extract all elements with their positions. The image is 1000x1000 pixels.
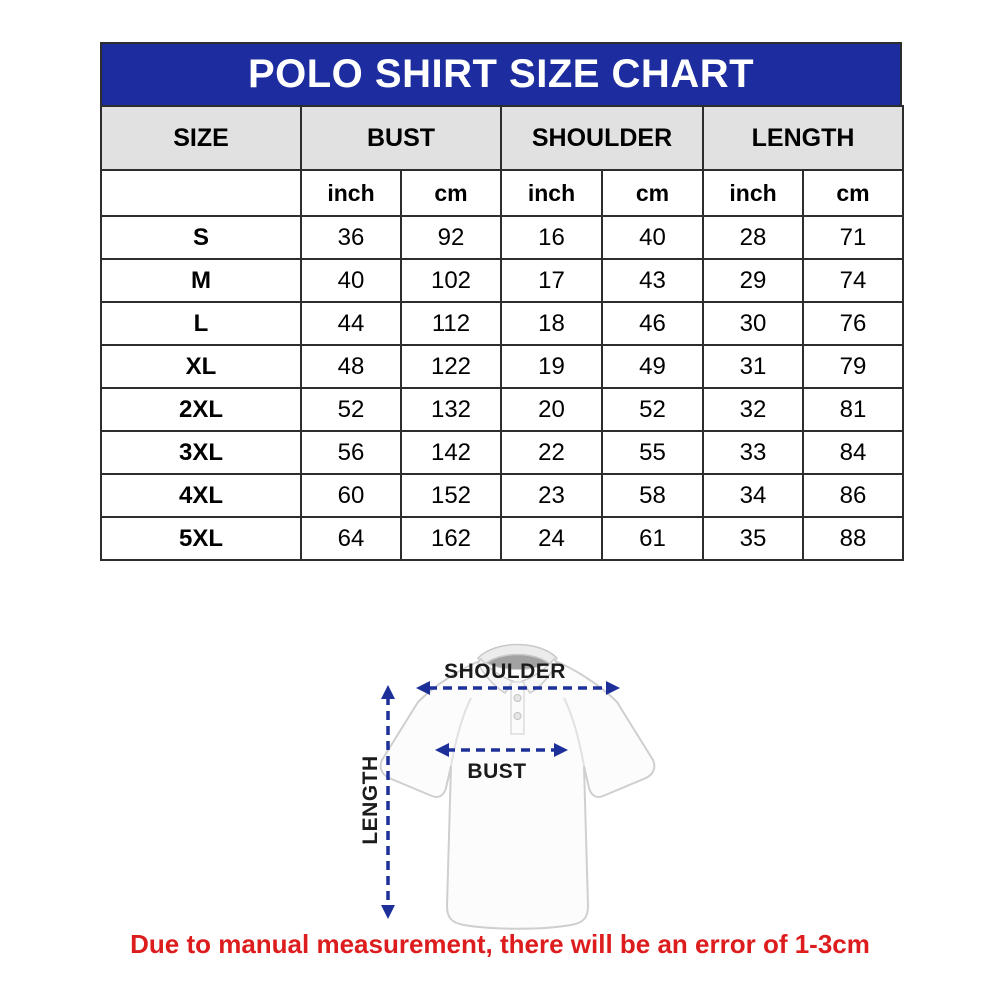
measurement-value-cell: 58	[600, 473, 705, 518]
table-row: 5XL 64 162 24 61 35 88	[100, 516, 905, 561]
measurement-value-cell: 81	[802, 387, 905, 432]
table-row: 3XL 56 142 22 55 33 84	[100, 430, 905, 475]
measurement-value-cell: 19	[500, 344, 603, 389]
measurement-value-cell: 40	[600, 215, 705, 260]
measurement-value-cell: 31	[702, 344, 805, 389]
button-bottom	[513, 712, 522, 720]
measurement-value-cell: 28	[702, 215, 805, 260]
size-label-cell: S	[100, 215, 302, 260]
placket	[510, 681, 525, 735]
table-row: 4XL 60 152 23 58 34 86	[100, 473, 905, 518]
table-row: M 40 102 17 43 29 74	[100, 258, 905, 303]
unit-length-cm: cm	[802, 169, 905, 217]
measurement-value-cell: 79	[802, 344, 905, 389]
measurement-value-cell: 44	[300, 301, 402, 346]
unit-header-row: inch cm inch cm inch cm	[100, 169, 905, 217]
unit-bust-cm: cm	[400, 169, 502, 217]
measurement-value-cell: 29	[702, 258, 805, 303]
column-header-size: SIZE	[100, 105, 302, 171]
unit-spacer-cell	[100, 169, 302, 217]
unit-length-inch: inch	[702, 169, 805, 217]
measurement-note: Due to manual measurement, there will be…	[130, 929, 870, 959]
measurement-value-cell: 17	[500, 258, 603, 303]
collar-right-flap	[520, 657, 558, 695]
unit-bust-inch: inch	[300, 169, 402, 217]
measurement-value-cell: 112	[400, 301, 502, 346]
measurement-value-cell: 122	[400, 344, 502, 389]
size-label-cell: M	[100, 258, 302, 303]
collar-left-flap	[477, 657, 515, 695]
bust-arrow	[435, 743, 568, 757]
table-row: L 44 112 18 46 30 76	[100, 301, 905, 346]
measurement-value-cell: 52	[300, 387, 402, 432]
size-table-body: S 36 92 16 40 28 71 M 40 102 17 43 29 74 L 44 112 18 46 30 7…	[100, 215, 905, 561]
measurement-value-cell: 76	[802, 301, 905, 346]
chart-title: POLO SHIRT SIZE CHART	[247, 52, 755, 96]
size-label-cell: 2XL	[100, 387, 302, 432]
size-label-cell: 5XL	[100, 516, 302, 561]
size-label-cell: 3XL	[100, 430, 302, 475]
measurement-value-cell: 102	[400, 258, 502, 303]
measurement-value-cell: 46	[600, 301, 705, 346]
measurement-value-cell: 33	[702, 430, 805, 475]
chart-title-bar: POLO SHIRT SIZE CHART	[100, 42, 902, 105]
unit-shoulder-inch: inch	[500, 169, 603, 217]
size-table: SIZE BUST SHOULDER LENGTH inch cm inch c…	[100, 105, 905, 561]
measurement-value-cell: 48	[300, 344, 402, 389]
column-header-bust: BUST	[300, 105, 502, 171]
measurement-value-cell: 60	[300, 473, 402, 518]
measurement-value-cell: 64	[300, 516, 402, 561]
table-row: XL 48 122 19 49 31 79	[100, 344, 905, 389]
measurement-value-cell: 61	[600, 516, 705, 561]
measurement-value-cell: 142	[400, 430, 502, 475]
measurement-value-cell: 34	[702, 473, 805, 518]
measurement-value-cell: 16	[500, 215, 603, 260]
measurement-value-cell: 152	[400, 473, 502, 518]
measurement-value-cell: 86	[802, 473, 905, 518]
measurement-value-cell: 32	[702, 387, 805, 432]
shoulder-measure-label: SHOULDER	[444, 660, 566, 683]
measurement-value-cell: 162	[400, 516, 502, 561]
measurement-value-cell: 55	[600, 430, 705, 475]
length-measure-label: LENGTH	[359, 755, 382, 845]
table-row: 2XL 52 132 20 52 32 81	[100, 387, 905, 432]
measurement-value-cell: 71	[802, 215, 905, 260]
measurement-value-cell: 52	[600, 387, 705, 432]
measurement-value-cell: 40	[300, 258, 402, 303]
measurement-value-cell: 43	[600, 258, 705, 303]
column-header-shoulder: SHOULDER	[499, 105, 705, 171]
polo-shirt-diagram	[350, 638, 660, 936]
measurement-value-cell: 92	[400, 215, 502, 260]
size-chart: POLO SHIRT SIZE CHART SIZE BUST SHOULDER…	[100, 42, 905, 561]
measurement-value-cell: 23	[500, 473, 603, 518]
measurement-value-cell: 20	[500, 387, 603, 432]
size-label-cell: L	[100, 301, 302, 346]
table-row: S 36 92 16 40 28 71	[100, 215, 905, 260]
unit-shoulder-cm: cm	[600, 169, 705, 217]
measurement-value-cell: 88	[802, 516, 905, 561]
measurement-value-cell: 35	[702, 516, 805, 561]
measurement-value-cell: 132	[400, 387, 502, 432]
polo-shirt-illustration	[379, 643, 656, 930]
left-armhole-seam	[450, 697, 472, 767]
measurement-value-cell: 56	[300, 430, 402, 475]
measurement-value-cell: 74	[802, 258, 905, 303]
measurement-value-cell: 18	[500, 301, 603, 346]
measurement-value-cell: 84	[802, 430, 905, 475]
measurement-value-cell: 22	[500, 430, 603, 475]
bust-measure-label: BUST	[467, 760, 527, 783]
button-top	[513, 694, 522, 702]
size-label-cell: XL	[100, 344, 302, 389]
length-arrow	[381, 685, 395, 919]
column-group-header-row: SIZE BUST SHOULDER LENGTH	[100, 105, 905, 171]
right-armhole-seam	[563, 697, 585, 767]
measurement-value-cell: 49	[600, 344, 705, 389]
shirt-body	[379, 658, 656, 930]
shoulder-arrow	[416, 681, 620, 695]
measurement-value-cell: 36	[300, 215, 402, 260]
measurement-value-cell: 30	[702, 301, 805, 346]
column-header-length: LENGTH	[702, 105, 905, 171]
size-label-cell: 4XL	[100, 473, 302, 518]
measurement-value-cell: 24	[500, 516, 603, 561]
